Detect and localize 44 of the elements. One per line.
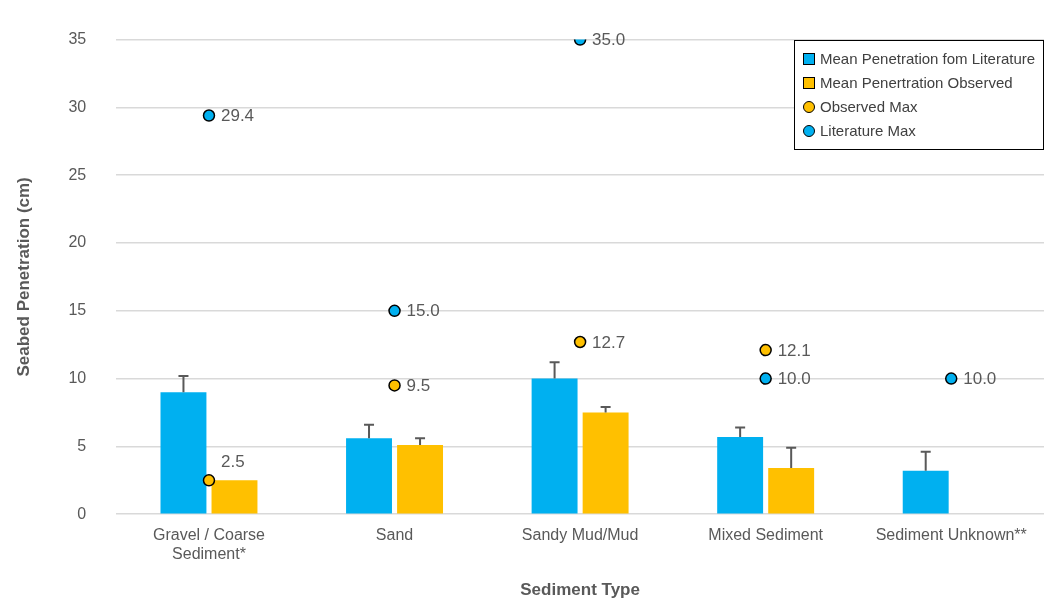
legend-label: Mean Penetration fom Literature: [819, 49, 1036, 70]
y-tick-label: 35: [68, 30, 87, 48]
bar: [397, 445, 444, 514]
y-tick-label: 10: [68, 369, 87, 387]
point: [573, 335, 587, 349]
bar: [531, 378, 578, 514]
y-tick-label: 5: [77, 436, 87, 454]
bar: [717, 436, 764, 514]
bar: [902, 470, 949, 514]
data-label: 29.4: [220, 106, 255, 126]
x-tick-label: Sandy Mud/Mud: [521, 526, 639, 544]
x-tick-label: Mixed Sediment: [708, 526, 824, 544]
x-axis-title: Sediment Type: [520, 580, 640, 600]
data-label: 15.0: [406, 301, 440, 321]
y-tick-label: 25: [68, 165, 87, 183]
x-tick-label: Sediment Unknown**: [875, 526, 1027, 544]
point: [759, 343, 772, 357]
x-tick-label: Gravel / Coarse Sediment*: [152, 526, 266, 563]
bar: [160, 392, 207, 514]
legend-label: Mean Penertration Observed: [819, 73, 1014, 94]
point: [944, 372, 958, 385]
data-label: 12.1: [777, 340, 811, 360]
y-tick-label: 20: [68, 233, 87, 251]
legend-label: Observed Max: [819, 97, 919, 118]
point: [202, 109, 216, 122]
bar: [346, 438, 392, 514]
data-label: 2.5: [220, 451, 245, 471]
y-tick-label: 0: [77, 504, 87, 522]
point: [388, 379, 401, 392]
y-tick-label: 30: [68, 97, 87, 115]
data-label: 12.7: [592, 332, 626, 352]
point: [388, 304, 401, 318]
data-label: 10.0: [777, 369, 811, 389]
y-tick-label: 15: [68, 301, 87, 319]
bar: [768, 468, 815, 514]
bar: [582, 412, 629, 514]
y-axis-title: Seabed Penetration (cm): [13, 177, 33, 377]
x-tick-label: Sand: [375, 526, 414, 544]
data-label: 9.5: [406, 376, 431, 396]
point: [202, 474, 216, 487]
legend-label: Literature Max: [819, 121, 917, 142]
data-label: 10.0: [963, 369, 997, 389]
data-label: 35.0: [592, 30, 626, 50]
point: [759, 372, 772, 385]
